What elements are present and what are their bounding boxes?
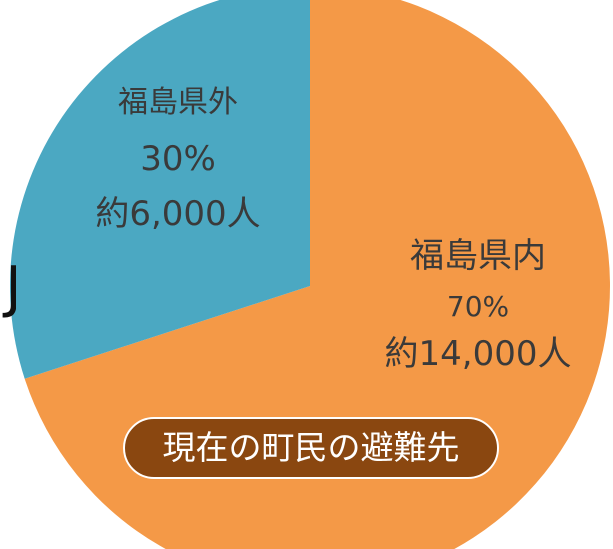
slice-label-name-inside: 福島県内	[410, 236, 546, 276]
slice-label-name-outside: 福島県外	[118, 85, 238, 120]
pie-slices	[10, 0, 610, 549]
cropped-left-glyph: J	[5, 258, 16, 318]
slice-label-percent-outside: 30%	[140, 139, 216, 179]
slice-label-count-inside: 約14,000人	[385, 334, 572, 374]
chart-caption-pill: 現在の町民の避難先	[123, 417, 499, 479]
pie-slice-inside	[24, 0, 610, 549]
slice-label-count-outside: 約6,000人	[95, 194, 260, 234]
pie-slice-outside	[10, 0, 310, 379]
slice-label-percent-inside: 70%	[447, 290, 509, 323]
